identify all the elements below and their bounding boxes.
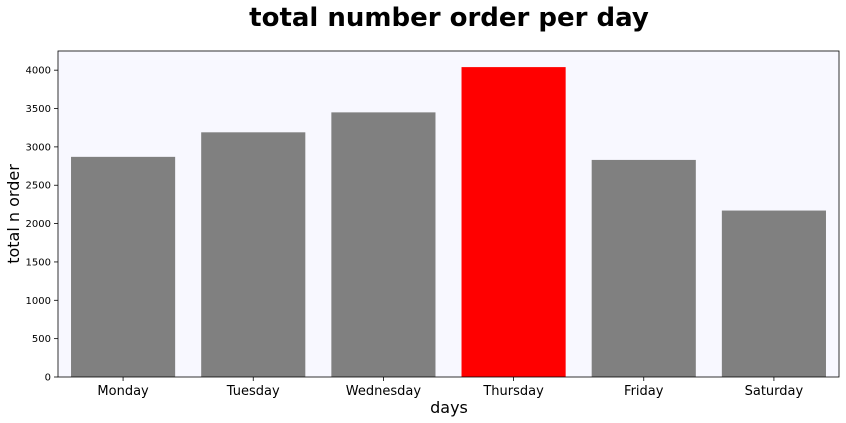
- bar-thursday: [461, 67, 566, 377]
- bar-tuesday: [201, 132, 306, 377]
- x-axis-label: days: [430, 398, 468, 417]
- bar-wednesday: [331, 112, 436, 377]
- y-axis: 0 500 1000 1500 2000 2500 3000 3500 4000: [26, 66, 58, 384]
- x-tick-label: Tuesday: [226, 384, 280, 399]
- x-tick-label: Friday: [624, 384, 664, 399]
- bar-saturday: [721, 210, 826, 377]
- y-tick-label: 2000: [26, 219, 51, 230]
- y-tick-label: 500: [32, 334, 51, 345]
- y-tick-label: 3500: [26, 104, 51, 115]
- y-tick-label: 1000: [26, 296, 51, 307]
- y-tick-label: 0: [45, 373, 51, 384]
- chart-title: total number order per day: [249, 3, 649, 33]
- y-tick-label: 4000: [26, 66, 51, 77]
- bar-friday: [591, 159, 696, 377]
- bars-group: [71, 67, 826, 377]
- x-tick-label: Monday: [97, 384, 149, 399]
- y-tick-label: 1500: [26, 257, 51, 268]
- plot-area: [58, 51, 839, 377]
- y-tick-label: 2500: [26, 181, 51, 192]
- x-tick-label: Wednesday: [346, 384, 422, 399]
- x-tick-label: Thursday: [482, 384, 544, 399]
- bar-monday: [71, 156, 176, 377]
- x-tick-label: Saturday: [745, 384, 804, 399]
- x-axis: Monday Tuesday Wednesday Thursday Friday Satu…: [97, 377, 804, 399]
- y-tick-label: 3000: [26, 142, 51, 153]
- plot-frame: [57, 50, 840, 378]
- y-axis-label: total n order: [4, 164, 23, 264]
